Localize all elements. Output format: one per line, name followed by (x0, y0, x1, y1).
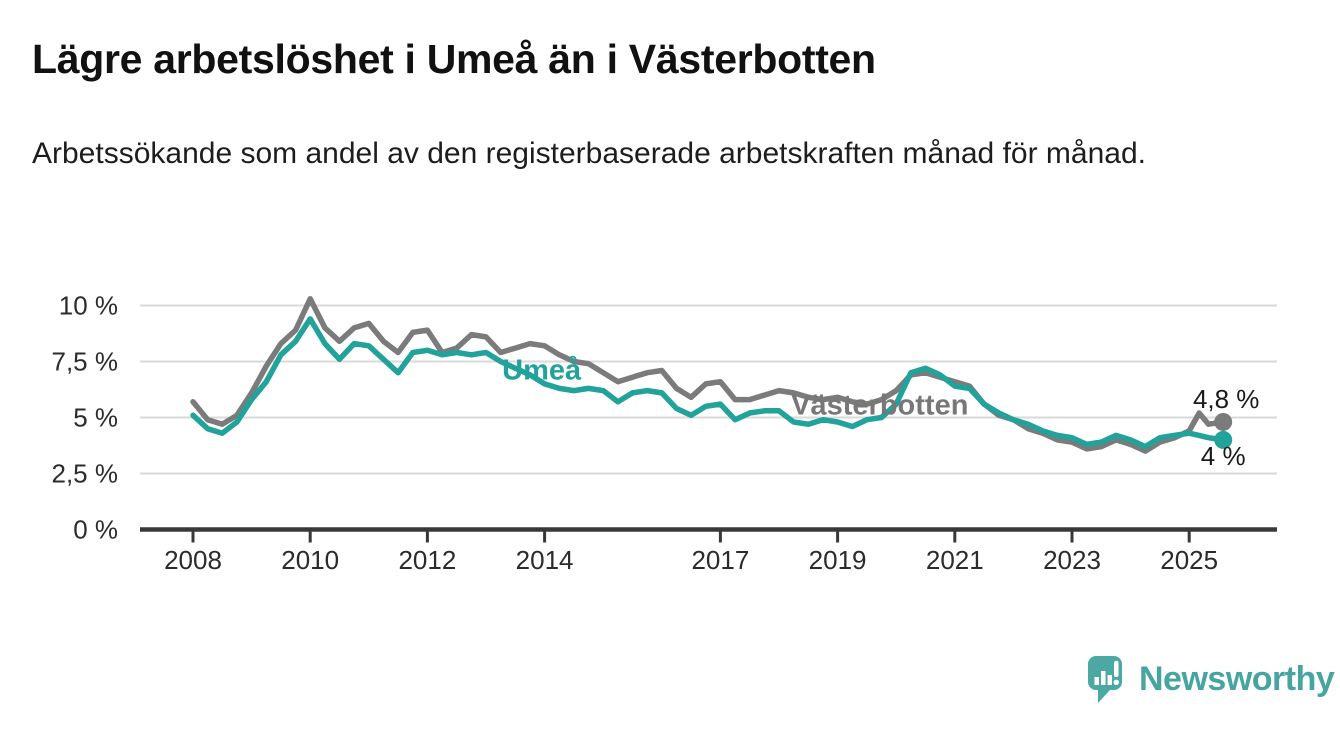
x-tick-label-2017: 2017 (691, 545, 749, 575)
x-tick-label-2008: 2008 (164, 545, 222, 575)
series-line-umea (190, 316, 1226, 450)
x-tick-label-2019: 2019 (809, 545, 867, 575)
newsworthy-wordmark: Newsworthy (1139, 659, 1335, 698)
logo-bar-3 (1107, 675, 1112, 685)
series-end-dot-vasterbotten (1214, 412, 1233, 431)
y-tick-label-2.5: 2,5 % (52, 459, 119, 489)
y-tick-label-10: 10 % (59, 291, 118, 321)
x-tick-label-2021: 2021 (926, 545, 984, 575)
series-line-vasterbotten (190, 296, 1226, 454)
x-tick-label-2010: 2010 (281, 545, 339, 575)
y-tick-label-7.5: 7,5 % (52, 347, 119, 377)
logo-bar-1 (1094, 677, 1099, 685)
logo-exclamation-dot (1113, 679, 1119, 685)
page-title: Lägre arbetslöshet i Umeå än i Västerbot… (32, 36, 876, 82)
x-tick-label-2012: 2012 (398, 545, 456, 575)
y-tick-label-0: 0 % (73, 515, 118, 545)
series-end-value-label-vasterbotten: 4,8 % (1193, 384, 1260, 414)
logo-exclamation-bar (1114, 661, 1119, 677)
page-subtitle: Arbetssökande som andel av den registerb… (32, 137, 1146, 170)
newsworthy-logo-icon (1088, 656, 1122, 703)
series-end-value-label-umea: 4 % (1201, 441, 1246, 471)
logo-bar-2 (1101, 671, 1106, 685)
branding: Newsworthy (1086, 654, 1335, 704)
y-tick-label-5: 5 % (73, 403, 118, 433)
series-inline-label-vasterbotten: Västerbotten (791, 390, 968, 422)
series-end-dot-umea (1214, 430, 1233, 449)
x-tick-label-2014: 2014 (516, 545, 574, 575)
series-inline-label-umea: Umeå (502, 354, 582, 386)
x-tick-label-2025: 2025 (1160, 545, 1218, 575)
x-tick-label-2023: 2023 (1043, 545, 1101, 575)
